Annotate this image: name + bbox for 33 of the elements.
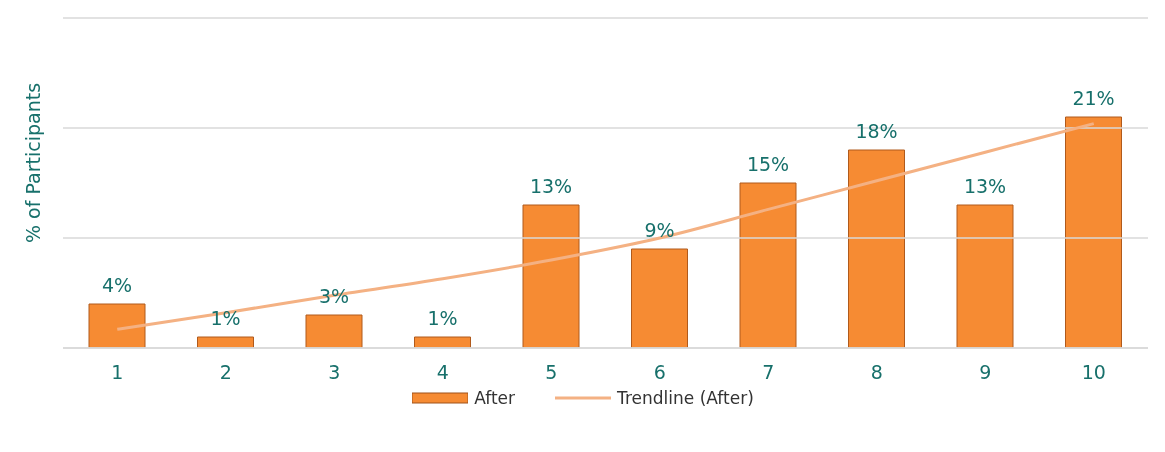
data-label: 3% xyxy=(318,285,350,307)
bar xyxy=(197,336,254,348)
bar xyxy=(739,182,797,348)
x-tick-label: 5 xyxy=(545,361,558,384)
legend-label: Trendline (After) xyxy=(616,388,754,408)
bar xyxy=(631,248,688,348)
x-tick-label: 1 xyxy=(111,361,124,384)
x-tick-label: 4 xyxy=(436,361,449,384)
x-tick-label: 6 xyxy=(653,361,666,384)
data-label: 1% xyxy=(210,307,241,329)
bar xyxy=(414,336,471,348)
bar xyxy=(1065,116,1122,348)
x-tick-label: 2 xyxy=(219,361,232,384)
data-label: 13% xyxy=(963,175,1007,197)
x-tick-label: 3 xyxy=(328,361,341,384)
data-label: 18% xyxy=(855,120,898,142)
data-label: 13% xyxy=(529,175,573,197)
bar xyxy=(956,204,1014,348)
x-tick-label: 10 xyxy=(1081,361,1106,384)
bar xyxy=(305,314,363,348)
bar xyxy=(88,303,146,348)
y-axis-title: % of Participants xyxy=(21,82,44,243)
x-tick-label: 9 xyxy=(979,361,992,384)
legend-label: After xyxy=(473,388,516,408)
x-tick-label: 7 xyxy=(762,361,775,384)
bar xyxy=(522,204,580,348)
data-label: 21% xyxy=(1072,87,1115,109)
bar xyxy=(848,149,905,348)
x-tick-label: 8 xyxy=(870,361,883,384)
data-label: 15% xyxy=(746,153,790,175)
data-label: 9% xyxy=(644,219,675,241)
data-label: 4% xyxy=(101,274,133,296)
data-label: 1% xyxy=(427,307,458,329)
